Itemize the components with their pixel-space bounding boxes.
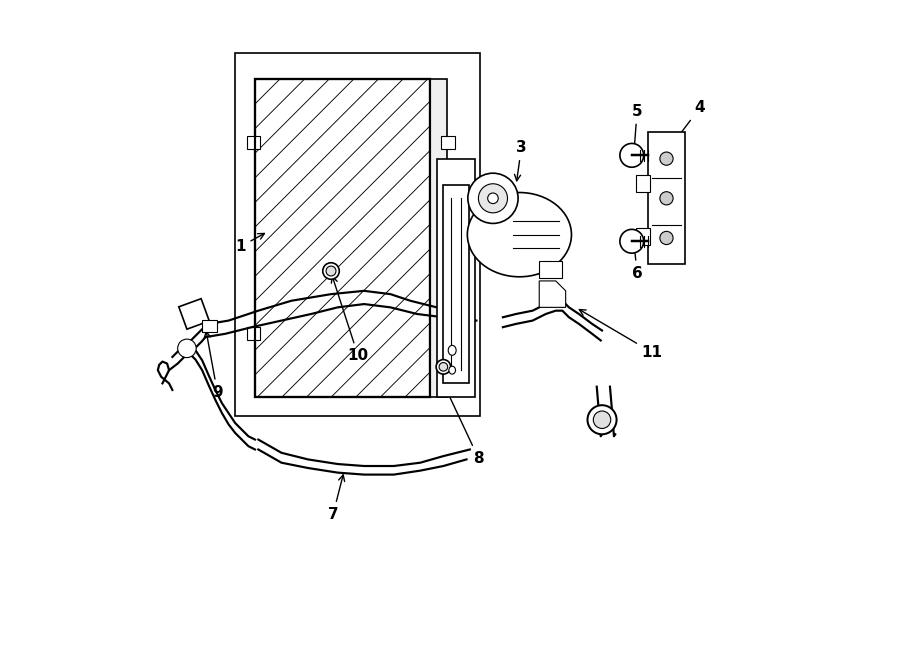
Circle shape [620,143,643,167]
Bar [648,132,685,264]
Circle shape [660,192,673,205]
Text: 3: 3 [515,140,526,181]
Polygon shape [539,281,566,307]
Text: 10: 10 [331,276,369,364]
Text: 8: 8 [446,387,484,466]
Circle shape [177,339,196,358]
Ellipse shape [467,192,572,277]
Bar [636,228,650,245]
Text: 6: 6 [632,246,643,281]
Bar [444,185,469,383]
Circle shape [468,173,518,223]
Ellipse shape [323,263,339,279]
Circle shape [593,411,611,428]
Text: 5: 5 [632,104,643,151]
Bar [248,136,260,149]
Text: 9: 9 [204,331,222,400]
Circle shape [660,231,673,245]
Circle shape [588,405,617,434]
Bar [255,79,430,397]
Ellipse shape [439,362,447,371]
Ellipse shape [448,346,456,356]
Bar [430,79,446,397]
Text: 2: 2 [456,203,467,247]
Bar [255,79,430,397]
Bar [441,136,454,149]
Bar [179,299,210,329]
Bar [436,159,475,397]
Bar [202,320,217,332]
Bar [235,53,480,416]
Ellipse shape [449,366,455,374]
Text: 1: 1 [235,233,265,254]
Ellipse shape [326,266,336,276]
Ellipse shape [436,360,451,374]
Bar [441,327,454,340]
Circle shape [479,184,508,213]
Bar [248,327,260,340]
Circle shape [660,152,673,165]
Circle shape [488,193,499,204]
Text: 11: 11 [580,309,662,360]
Bar [636,175,650,192]
Circle shape [620,229,643,253]
Bar [539,261,562,278]
Text: 7: 7 [328,475,345,522]
Text: 4: 4 [674,100,706,142]
